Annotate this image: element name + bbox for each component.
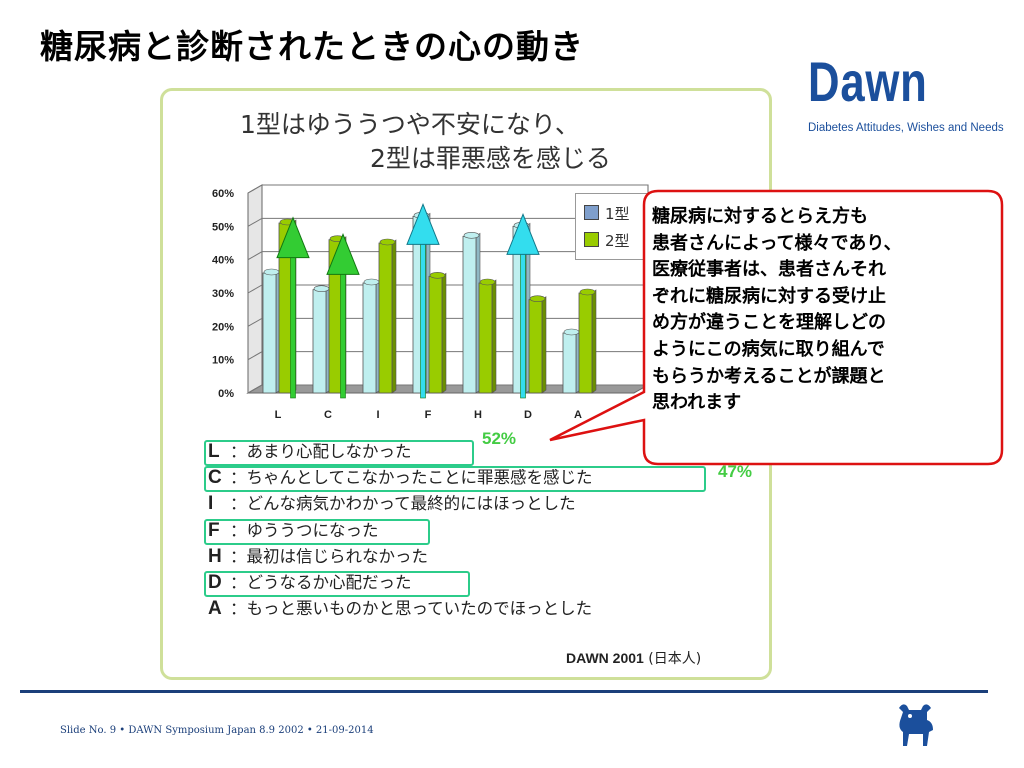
list-item: C ：ちゃんとしてこなかったことに罪悪感を感じた (208, 466, 593, 490)
list-item: A ：もっと悪いものかと思っていたのでほっとした (208, 597, 592, 621)
list-item: H ：最初は信じられなかった (208, 545, 428, 569)
y-tick-label: 0% (218, 388, 234, 400)
highlight-box-C (204, 466, 706, 492)
item-text: ：あまり心配しなかった (230, 442, 412, 461)
legend-swatch-type2 (584, 232, 599, 247)
legend-entry-type2: 2型 (584, 230, 630, 251)
source-bold: DAWN 2001 (566, 650, 644, 666)
source-note: (日本人) (648, 651, 702, 667)
callout-line: ぞれに糖尿病に対する受け止 (652, 285, 886, 307)
x-tick-label: F (425, 409, 432, 421)
bar-type2-I-top (379, 238, 396, 246)
highlight-box-D (204, 571, 470, 597)
y-tick-label: 20% (212, 321, 234, 333)
slide-title: 糖尿病と診断されたときの心の動き (40, 27, 584, 66)
callout-line: ようにこの病気に取り組んで (652, 338, 885, 360)
item-text: ：ちゃんとしてこなかったことに罪悪感を感じた (230, 468, 593, 487)
arrow-head-D (506, 212, 540, 255)
item-code: D (208, 572, 222, 593)
slide-footer: Slide No. 9 • DAWN Symposium Japan 8.9 2… (60, 725, 374, 736)
list-item: I ：どんな病気かわかって最終的にはほっとした (208, 492, 576, 516)
list-item: D ：どうなるか心配だった (208, 571, 412, 595)
y-tick-label: 40% (212, 255, 234, 267)
legend-label-type1: 1型 (605, 205, 630, 223)
legend-swatch-type1 (584, 205, 599, 220)
callout-line: 糖尿病に対するとらえ方も (652, 206, 868, 227)
x-tick-label: I (376, 409, 379, 421)
item-text: ：どうなるか心配だった (230, 573, 412, 592)
arrow-head-L (276, 216, 310, 259)
item-code: I (208, 493, 214, 514)
x-tick-label: L (275, 409, 282, 421)
legend-entry-type1: 1型 (584, 203, 630, 224)
bull-logo-icon (899, 704, 933, 746)
y-tick-label: 30% (212, 288, 234, 300)
bar-type2-H-top (479, 278, 496, 286)
chart-source: DAWN 2001 (日本人) (566, 648, 701, 668)
annotation-52: 52% (482, 429, 517, 448)
y-tick-label: 10% (212, 355, 234, 367)
annotation-47: 47% (718, 462, 753, 481)
bar-type1-H-top (463, 232, 480, 239)
y-tick-label: 50% (212, 221, 234, 233)
chart-title-line1: 1型はゆううつや不安になり、 (240, 110, 580, 139)
chart-title-line2: 2型は罪悪感を感じる (370, 144, 611, 173)
arrow-head-C (326, 232, 360, 275)
callout-line: もらうか考えることが課題と (652, 365, 886, 387)
callout-line: 患者さんによって様々であり、 (652, 232, 902, 254)
legend-label-type2: 2型 (605, 232, 630, 250)
chart-legend: 1型 2型 (575, 193, 655, 260)
item-code: L (208, 441, 220, 462)
x-tick-label: C (324, 409, 332, 421)
item-code: H (208, 546, 222, 567)
item-code: F (208, 520, 220, 541)
gridline (247, 184, 648, 194)
chart-title: 1型はゆううつや不安になり、 2型は罪悪感を感じる (240, 108, 611, 176)
gridline (247, 217, 648, 227)
highlight-box-F (204, 519, 430, 545)
item-text: ：ゆううつになった (230, 521, 379, 540)
arrow-head-F (406, 202, 440, 245)
callout-line: 医療従事者は、患者さんそれ (652, 259, 886, 281)
logo-word: Dawn (808, 50, 928, 113)
item-code: A (208, 598, 222, 619)
bar-type2-D-top (529, 295, 546, 302)
item-text: ：もっと悪いものかと思っていたのでほっとした (230, 599, 593, 618)
callout-line: 思われます (652, 392, 742, 414)
list-item: F ：ゆううつになった (208, 519, 379, 543)
callout-text: 糖尿病に対するとらえ方も 患者さんによって様々であり、 医療従事者は、患者さんそ… (652, 204, 1000, 417)
highlight-box-L (204, 440, 474, 466)
bar-type2-A-top (579, 288, 596, 296)
x-tick-label: D (524, 409, 532, 421)
callout-line: め方が違うことを理解しどの (652, 312, 886, 334)
item-text: ：どんな病気かわかって最終的にはほっとした (230, 494, 576, 513)
callout-shape (549, 189, 1004, 466)
item-text: ：最初は信じられなかった (230, 547, 428, 566)
dawn-logo: Dawn Diabetes Attitudes, Wishes and Need… (808, 50, 1008, 135)
x-tick-label: H (474, 409, 482, 421)
item-code: C (208, 467, 222, 488)
list-item: L ：あまり心配しなかった (208, 440, 412, 464)
bar-type2-F-top (429, 272, 446, 279)
footer-rule (20, 690, 988, 693)
x-tick-label: A (574, 409, 582, 421)
logo-subtitle: Diabetes Attitudes, Wishes and Needs (808, 122, 1004, 134)
y-tick-label: 60% (212, 188, 234, 200)
